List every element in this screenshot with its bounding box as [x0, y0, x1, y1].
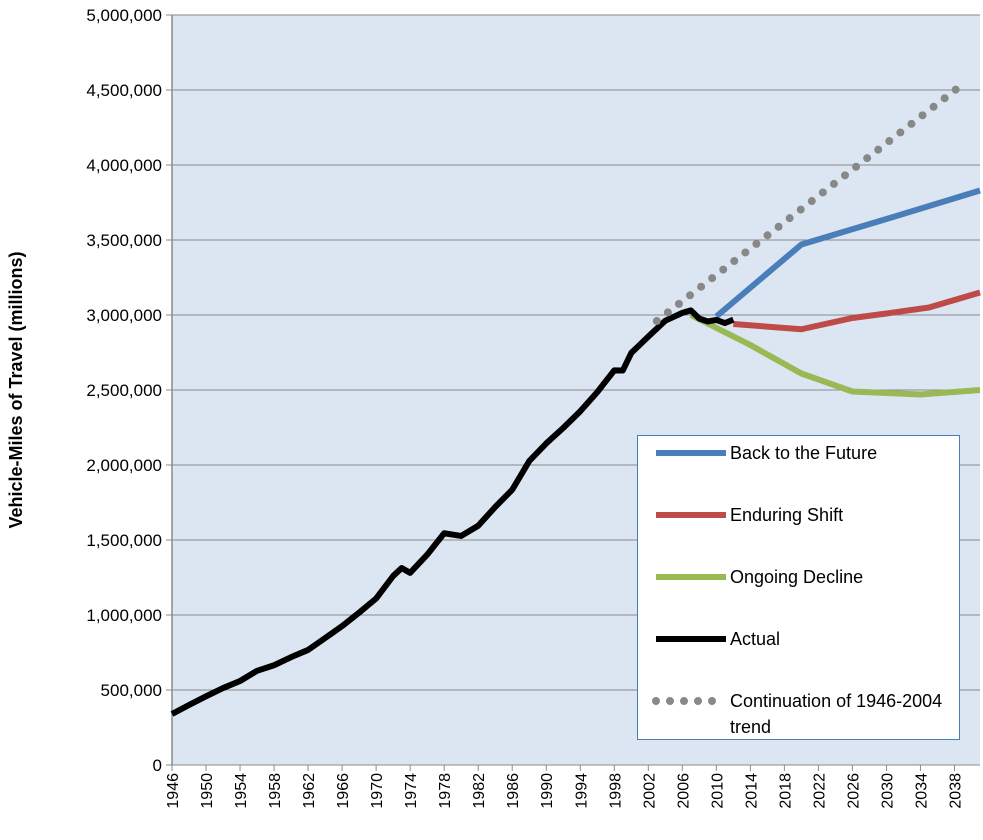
x-tick-label: 1986 [505, 773, 522, 809]
y-tick-label: 1,000,000 [86, 606, 162, 625]
y-tick-label: 3,500,000 [86, 231, 162, 250]
legend-label: Continuation of 1946-2004 trend [730, 691, 943, 737]
series-line [652, 80, 967, 325]
legend-swatch [656, 574, 726, 580]
x-tick-label: 2006 [675, 773, 692, 809]
x-tick-label: 2034 [913, 773, 930, 809]
legend-item: Actual [650, 626, 950, 652]
legend-item: Enduring Shift [650, 502, 950, 528]
x-tick-label: 1974 [403, 773, 420, 809]
legend-label: Ongoing Decline [730, 567, 864, 587]
y-tick-label: 5,000,000 [86, 6, 162, 25]
y-tick-label: 4,000,000 [86, 156, 162, 175]
legend-swatch [656, 450, 726, 456]
x-tick-label: 2018 [777, 773, 794, 809]
legend-label: Enduring Shift [730, 505, 844, 525]
y-tick-label: 2,000,000 [86, 456, 162, 475]
y-tick-label: 2,500,000 [86, 381, 162, 400]
legend-item: Continuation of 1946-2004 trend [650, 688, 950, 740]
x-tick-label: 1998 [607, 773, 624, 809]
series-line [733, 289, 981, 333]
x-tick-label: 1950 [199, 773, 216, 809]
legend-swatch [656, 512, 726, 518]
x-tick-label: 1966 [335, 773, 352, 809]
y-tick-label: 0 [153, 756, 162, 775]
legend-swatch [652, 697, 730, 705]
x-tick-label: 2026 [845, 773, 862, 809]
y-axis-label: Vehicle-Miles of Travel (millions) [6, 251, 26, 528]
legend-item: Back to the Future [650, 440, 950, 466]
x-tick-label: 1946 [165, 773, 182, 809]
x-tick-label: 2030 [879, 773, 896, 809]
series-line [689, 312, 981, 398]
x-tick-label: 2002 [641, 773, 658, 809]
y-tick-label: 1,500,000 [86, 531, 162, 550]
x-tick-label: 1990 [539, 773, 556, 809]
x-tick-label: 1970 [369, 773, 386, 809]
x-tick-label: 1954 [233, 773, 250, 809]
y-tick-label: 4,500,000 [86, 81, 162, 100]
x-tick-label: 2010 [709, 773, 726, 809]
x-tick-label: 1958 [267, 773, 284, 809]
series-line [170, 307, 735, 717]
legend-swatch [656, 636, 726, 642]
x-tick-label: 1978 [437, 773, 454, 809]
x-tick-label: 2038 [947, 773, 964, 809]
y-tick-label: 500,000 [101, 681, 162, 700]
series-line [714, 187, 981, 319]
x-tick-label: 2014 [743, 773, 760, 809]
legend-item: Ongoing Decline [650, 564, 950, 590]
legend-label: Actual [730, 629, 781, 649]
y-tick-label: 3,000,000 [86, 306, 162, 325]
legend-label: Back to the Future [730, 443, 878, 463]
x-tick-label: 1982 [471, 773, 488, 809]
x-tick-label: 2022 [811, 773, 828, 809]
x-tick-label: 1962 [301, 773, 318, 809]
legend: Back to the Future Enduring Shift Ongoing … [637, 435, 960, 740]
x-tick-label: 1994 [573, 773, 590, 809]
